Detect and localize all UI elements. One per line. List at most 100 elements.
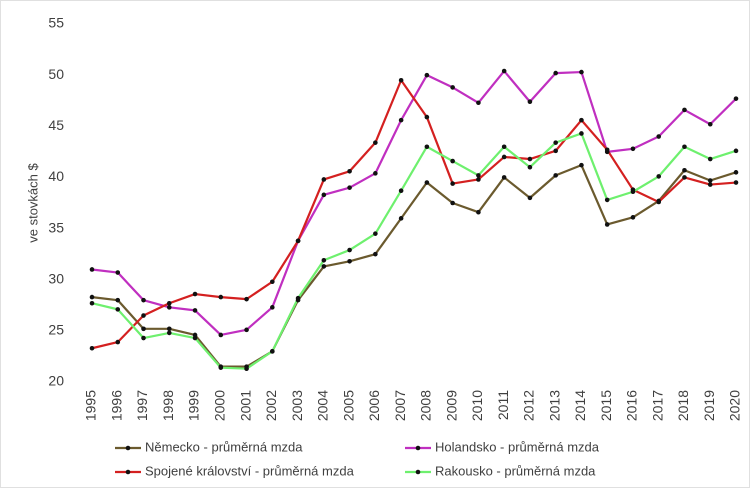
point-marker	[321, 264, 327, 269]
point-marker	[450, 158, 455, 164]
point-marker	[373, 140, 378, 145]
point-marker	[476, 100, 481, 106]
point-marker	[347, 247, 352, 253]
point-marker	[89, 267, 95, 272]
x-tick-label: 2020	[727, 390, 743, 421]
point-marker	[141, 326, 146, 332]
x-tick-label: 2016	[624, 390, 640, 421]
point-marker	[501, 154, 507, 160]
point-marker	[476, 209, 481, 215]
point-marker	[630, 146, 636, 152]
x-tick-label: 2005	[340, 390, 356, 421]
x-tick-label: 2002	[263, 390, 279, 421]
legend-label: Německo - průměrná mzda	[145, 439, 303, 454]
point-marker	[141, 313, 146, 318]
point-marker	[166, 305, 172, 310]
x-tick-label: 2009	[443, 390, 459, 421]
point-marker	[707, 156, 713, 162]
point-marker	[604, 197, 610, 203]
point-marker	[527, 99, 533, 105]
x-tick-label: 2018	[675, 390, 691, 421]
point-marker	[424, 180, 430, 185]
legend-label: Spojené království - průměrná mzda	[145, 463, 355, 478]
y-tick-label: 35	[48, 219, 64, 235]
point-marker	[553, 148, 558, 154]
y-tick-label: 45	[48, 117, 64, 133]
point-marker	[476, 177, 481, 182]
x-tick-label: 2014	[572, 390, 588, 421]
y-tick-label: 20	[48, 373, 64, 389]
point-marker	[476, 173, 481, 178]
point-marker	[733, 170, 739, 175]
point-marker	[141, 297, 146, 303]
x-tick-label: 2000	[212, 390, 228, 421]
legend-label: Rakousko - průměrná mzda	[435, 463, 596, 478]
point-marker	[501, 68, 507, 74]
point-marker	[244, 296, 249, 302]
x-tick-label: 2017	[649, 390, 665, 421]
point-marker	[733, 180, 739, 185]
point-marker	[579, 69, 584, 75]
point-marker	[398, 77, 404, 83]
point-marker	[218, 294, 224, 300]
point-marker	[398, 216, 404, 221]
point-marker	[295, 295, 301, 301]
x-tick-label: 2015	[598, 390, 614, 421]
point-marker	[553, 140, 558, 145]
point-marker	[630, 189, 636, 195]
point-marker	[270, 349, 275, 354]
y-tick-label: 50	[48, 66, 64, 82]
point-marker	[244, 327, 249, 333]
point-marker	[682, 107, 687, 113]
series-line	[91, 132, 737, 370]
point-marker	[218, 365, 224, 370]
y-tick-label: 40	[48, 168, 64, 184]
point-marker	[450, 85, 455, 90]
legend-marker	[125, 469, 131, 475]
point-marker	[321, 257, 327, 263]
point-marker	[656, 174, 662, 179]
point-marker	[373, 251, 378, 257]
legend-marker	[415, 445, 421, 451]
point-marker	[89, 300, 95, 306]
point-marker	[707, 178, 713, 183]
point-marker	[682, 167, 687, 173]
x-tick-label: 1997	[134, 390, 150, 421]
y-tick-label: 25	[48, 322, 64, 338]
point-marker	[115, 270, 121, 275]
x-tick-label: 1995	[83, 390, 99, 421]
point-marker	[347, 185, 352, 190]
point-marker	[398, 188, 404, 194]
x-tick-label: 2004	[315, 390, 331, 421]
point-marker	[244, 366, 249, 372]
point-marker	[579, 131, 584, 136]
point-marker	[682, 144, 687, 150]
x-tick-label: 1996	[108, 390, 124, 421]
point-marker	[450, 200, 455, 206]
point-marker	[733, 96, 739, 101]
series-line	[91, 79, 737, 350]
point-marker	[321, 192, 327, 198]
x-tick-label: 2012	[521, 390, 537, 421]
point-marker	[527, 156, 533, 162]
point-marker	[166, 326, 172, 332]
point-marker	[218, 332, 224, 338]
point-marker	[115, 307, 121, 312]
point-marker	[295, 238, 301, 244]
y-tick-label: 30	[48, 270, 64, 286]
point-marker	[270, 305, 275, 310]
point-marker	[604, 222, 610, 227]
point-marker	[656, 199, 662, 205]
series-line	[91, 164, 737, 368]
legend-marker	[125, 445, 131, 451]
x-tick-label: 2013	[546, 390, 562, 421]
y-tick-label: 55	[48, 15, 64, 31]
point-marker	[501, 175, 507, 180]
point-marker	[579, 117, 584, 123]
x-tick-label: 2006	[366, 390, 382, 421]
point-marker	[656, 134, 662, 139]
point-marker	[579, 162, 584, 168]
legend-label: Holandsko - průměrná mzda	[435, 439, 600, 454]
